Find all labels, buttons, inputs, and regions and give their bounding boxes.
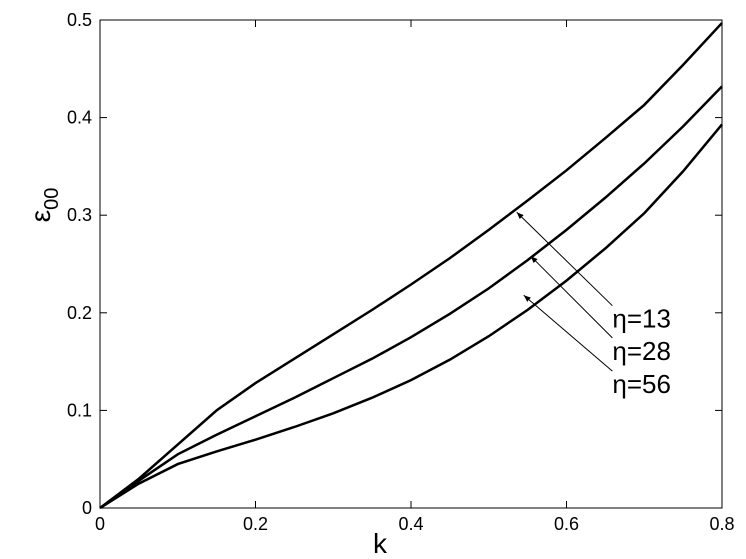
x-tick-label: 0 [95, 514, 105, 534]
line [99, 22, 723, 509]
y-tick-label: 0.4 [67, 108, 92, 128]
x-axis-label: k [373, 528, 388, 559]
annotation: η=56 [612, 369, 671, 399]
y-tick-label: 0.3 [67, 205, 92, 225]
x-tick-label: 0.6 [554, 514, 579, 534]
plot-frame [99, 19, 723, 509]
line [99, 123, 723, 510]
y-tick-label: 0.2 [67, 303, 92, 323]
annotation-arrow [523, 294, 613, 372]
annotation: η=28 [612, 336, 671, 366]
x-tick-label: 0.4 [398, 514, 423, 534]
line [99, 85, 723, 510]
annotation-arrow [530, 255, 613, 339]
annotation: η=13 [612, 304, 671, 334]
y-tick-label: 0 [82, 498, 92, 518]
annotation-arrow [516, 211, 613, 307]
y-axis-label-subscript: 00 [41, 188, 63, 210]
y-axis-label: ε00 [25, 188, 63, 223]
x-tick-label: 0.2 [243, 514, 268, 534]
y-tick-label: 0.1 [67, 400, 92, 420]
y-tick-label: 0.5 [67, 10, 92, 30]
y-axis-label-main: ε [25, 210, 56, 222]
x-tick-label: 0.8 [709, 514, 734, 534]
